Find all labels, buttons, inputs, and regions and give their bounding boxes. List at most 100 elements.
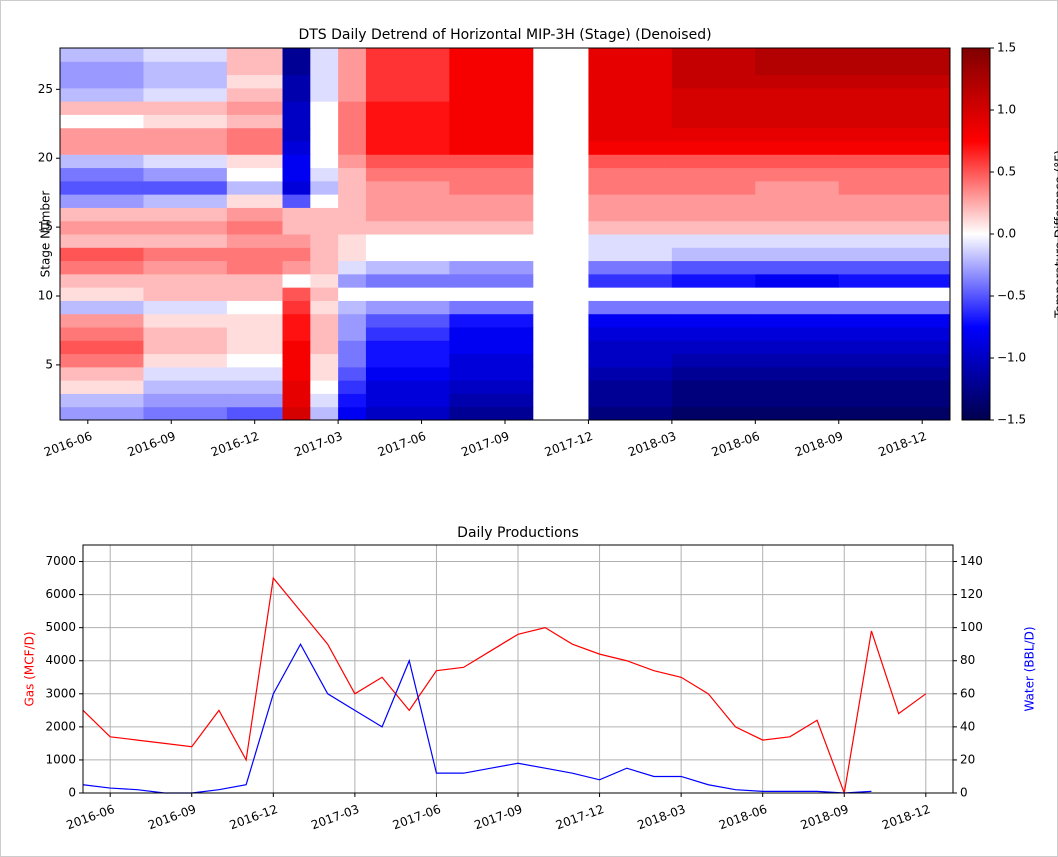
- heat-cell: [226, 154, 283, 169]
- heat-cell: [671, 154, 756, 169]
- colorbar-tick-label: 0.5: [997, 165, 1016, 179]
- heat-cell: [449, 87, 534, 102]
- heat-cell: [60, 194, 144, 208]
- heat-cell: [226, 141, 283, 155]
- heat-cell: [60, 313, 144, 328]
- heat-cell: [671, 101, 756, 115]
- heat-cell: [449, 154, 534, 169]
- heat-cell: [755, 207, 840, 222]
- y-tick-label: 20: [38, 151, 53, 165]
- heat-cell: [282, 234, 311, 248]
- x-tick-label: 2017-09: [472, 802, 524, 832]
- heat-cell: [310, 366, 339, 381]
- heat-cell: [365, 380, 450, 394]
- heat-cell: [310, 101, 339, 115]
- heat-cell: [282, 287, 311, 301]
- heat-cell: [671, 340, 756, 355]
- heat-cell: [282, 207, 311, 222]
- heat-cell: [60, 114, 144, 129]
- heat-cell: [282, 393, 311, 408]
- heat-cell: [143, 74, 228, 89]
- heat-cell: [588, 167, 673, 182]
- x-tick-label: 2016-12: [209, 429, 261, 459]
- heat-cell: [838, 207, 951, 222]
- heat-cell: [60, 340, 144, 355]
- heat-cell: [588, 380, 673, 394]
- heat-cell: [755, 114, 840, 129]
- heat-cell: [365, 220, 450, 235]
- heat-cell: [282, 141, 311, 155]
- heat-cell: [365, 180, 450, 195]
- colorbar-tick-label: 1.0: [997, 103, 1016, 117]
- heat-cell: [838, 180, 951, 195]
- colorbar-tick-label: 1.5: [997, 41, 1016, 55]
- heat-cell: [282, 74, 311, 89]
- heat-cell: [60, 141, 144, 155]
- heat-cell: [838, 273, 951, 288]
- heat-cell: [226, 313, 283, 328]
- heat-cell: [755, 234, 840, 248]
- heat-cell: [755, 87, 840, 102]
- heat-cell: [226, 300, 283, 315]
- heat-cell: [838, 300, 951, 315]
- heat-cell: [365, 313, 450, 328]
- heat-cell: [60, 154, 144, 169]
- heat-cell: [60, 380, 144, 394]
- x-tick-label: 2018-06: [717, 802, 769, 832]
- heat-cell: [588, 141, 673, 155]
- heat-cell: [449, 127, 534, 142]
- heat-cell: [60, 327, 144, 341]
- heat-cell: [838, 353, 951, 368]
- heat-cell: [449, 406, 534, 421]
- heat-cell: [143, 287, 228, 301]
- heat-cell: [143, 141, 228, 155]
- heat-cell: [588, 393, 673, 408]
- heat-cell: [143, 247, 228, 262]
- heat-cell: [282, 154, 311, 169]
- heat-cell: [338, 220, 367, 235]
- heat-cell: [838, 87, 951, 102]
- heat-cell: [588, 327, 673, 341]
- heat-cell: [365, 327, 450, 341]
- heat-cell: [143, 353, 228, 368]
- heat-cell: [60, 167, 144, 182]
- heat-cell: [143, 48, 228, 62]
- heat-cell: [365, 353, 450, 368]
- heat-cell: [755, 340, 840, 355]
- heat-cell: [282, 327, 311, 341]
- heat-cell: [143, 101, 228, 115]
- heat-cell: [588, 194, 673, 208]
- heat-cell: [755, 101, 840, 115]
- heat-cell: [143, 300, 228, 315]
- heat-cell: [838, 340, 951, 355]
- heat-cell: [755, 327, 840, 341]
- heat-cell: [60, 247, 144, 262]
- heat-cell: [838, 114, 951, 129]
- heat-cell: [338, 141, 367, 155]
- heat-cell: [60, 220, 144, 235]
- heat-cell: [310, 234, 339, 248]
- heat-cell: [365, 167, 450, 182]
- heat-cell: [365, 393, 450, 408]
- heat-cell: [449, 220, 534, 235]
- heat-cell: [671, 273, 756, 288]
- heat-cell: [60, 234, 144, 248]
- heat-cell: [449, 234, 534, 248]
- heat-cell: [838, 141, 951, 155]
- heat-cell: [588, 114, 673, 129]
- heat-cell: [449, 340, 534, 355]
- y2-tick-label: 60: [960, 686, 975, 700]
- heat-cell: [338, 101, 367, 115]
- heat-cell: [338, 260, 367, 275]
- heat-cell: [338, 247, 367, 262]
- heat-cell: [143, 87, 228, 102]
- colorbar: [961, 47, 991, 421]
- x-tick-label: 2016-12: [228, 802, 280, 832]
- heat-cell: [282, 366, 311, 381]
- heat-cell: [365, 300, 450, 315]
- y-tick-label: 0: [68, 786, 76, 800]
- heat-cell: [226, 74, 283, 89]
- heat-cell: [838, 406, 951, 421]
- heat-cell: [671, 353, 756, 368]
- heat-cell: [143, 194, 228, 208]
